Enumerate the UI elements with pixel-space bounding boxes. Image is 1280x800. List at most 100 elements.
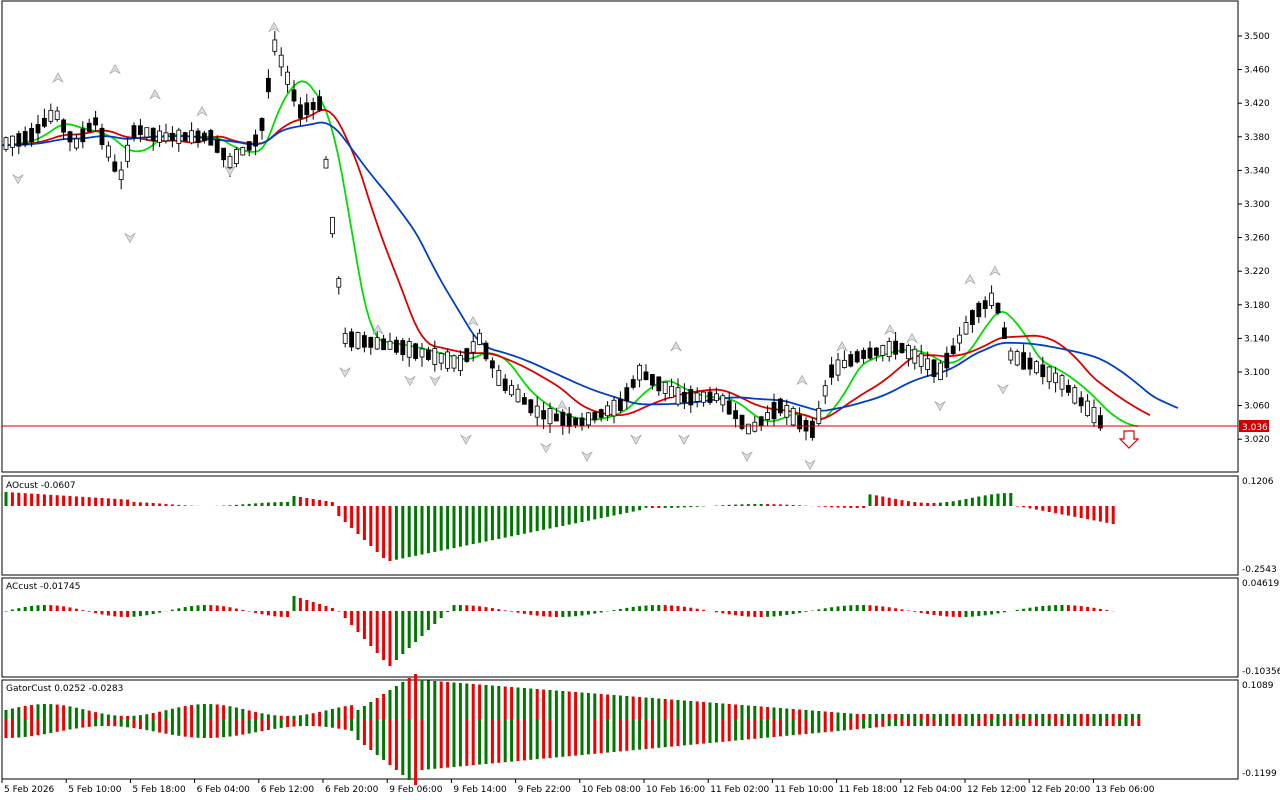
ao-bar — [695, 506, 699, 507]
candle-body — [637, 364, 642, 381]
ao-bar — [36, 494, 40, 506]
ao-bar — [337, 506, 341, 516]
ao-bar — [1022, 506, 1026, 508]
candle-body — [829, 364, 834, 378]
gator-upper-bar — [254, 711, 258, 720]
ao-bar — [791, 504, 795, 506]
price-tick-label: 3.340 — [1244, 166, 1270, 176]
gator-upper-bar — [510, 687, 514, 720]
gator-lower-bar — [567, 720, 571, 757]
ao-bar — [798, 505, 802, 506]
ao-bar — [17, 492, 21, 506]
gator-upper-bar — [87, 710, 91, 720]
ac-bar — [151, 611, 155, 615]
ac-bar — [977, 611, 981, 617]
ac-bar — [778, 611, 782, 616]
gator-lower-bar — [535, 720, 539, 760]
candle-body — [861, 349, 866, 359]
candle-body — [329, 216, 335, 235]
ao-bar — [727, 504, 731, 506]
gator-lower-bar — [1060, 720, 1064, 726]
ac-bar — [1041, 606, 1045, 611]
ac-panel[interactable] — [1, 577, 1239, 678]
gator-lower-bar — [49, 720, 53, 734]
ac-bar — [535, 611, 539, 616]
time-tick-label: 9 Feb 14:00 — [453, 785, 507, 795]
ac-bar — [62, 606, 66, 611]
gator-upper-bar — [1047, 714, 1051, 720]
ao-bar — [612, 506, 616, 516]
gator-lower-bar — [458, 720, 462, 767]
fractal-up-marker — [906, 332, 918, 344]
gator-lower-bar — [842, 720, 846, 731]
ao-bar — [599, 506, 603, 519]
gator-lower-bar — [913, 720, 917, 726]
gator-upper-bar — [926, 714, 930, 720]
gator-upper-bar — [465, 683, 469, 720]
candle-body — [835, 359, 841, 376]
candle-body — [253, 134, 259, 147]
candle-body — [342, 333, 348, 344]
ao-bar — [817, 506, 821, 507]
candle-body — [899, 343, 905, 354]
time-tick-label: 9 Feb 22:00 — [518, 785, 572, 795]
ac-bar — [561, 611, 565, 617]
gator-upper-bar — [996, 714, 1000, 720]
gator-upper-bar — [836, 712, 840, 720]
ac-bar — [478, 606, 482, 611]
ao-bar — [977, 496, 981, 506]
ao-panel[interactable] — [1, 475, 1239, 576]
ac-bar — [631, 606, 635, 611]
ao-bar — [644, 506, 648, 508]
gator-upper-bar — [612, 695, 616, 720]
ao-bar — [318, 500, 322, 506]
ao-bar — [1092, 506, 1096, 521]
ao-bar — [68, 496, 72, 506]
price-tick-label: 3.260 — [1244, 234, 1270, 244]
ao-bar — [932, 502, 936, 506]
gator-upper-bar — [222, 705, 226, 720]
fractal-down-marker — [630, 434, 642, 445]
ac-bar — [650, 605, 654, 611]
gator-lower-bar — [420, 720, 424, 770]
ao-bar — [81, 496, 85, 506]
gator-upper-bar — [759, 706, 763, 720]
ao-bar — [874, 495, 878, 506]
ac-bar — [887, 607, 891, 611]
ac-bar — [132, 611, 136, 617]
ac-bar — [87, 611, 91, 612]
gator-upper-bar — [94, 712, 98, 720]
gator-upper-bar — [292, 715, 296, 720]
ao-bar — [362, 506, 366, 540]
gator-lower-bar — [945, 720, 949, 726]
ac-bar — [945, 611, 949, 617]
gator-lower-bar — [151, 720, 155, 732]
candle-body — [265, 77, 271, 93]
gator-lower-bar — [983, 720, 987, 726]
candle-body — [221, 147, 227, 161]
gator-upper-bar — [407, 678, 411, 720]
gator-upper-bar — [4, 710, 8, 720]
candle-body — [317, 96, 323, 111]
ao-bar — [382, 506, 386, 558]
candle-body — [739, 414, 745, 429]
gator-upper-bar — [17, 707, 21, 720]
ao-bar — [945, 502, 949, 506]
ac-bar — [657, 605, 661, 611]
candle-body — [502, 378, 508, 391]
ao-bar — [452, 506, 456, 548]
candle-body — [208, 130, 214, 146]
fractal-up-marker — [109, 63, 121, 75]
ao-bar — [113, 498, 117, 506]
ao-bar — [330, 502, 334, 506]
ao-bar — [260, 502, 264, 506]
candle-body — [1066, 384, 1071, 393]
ac-bar — [714, 611, 718, 613]
ao-bar — [292, 496, 296, 506]
ao-bar — [1015, 506, 1019, 507]
gator-upper-bar — [388, 690, 392, 720]
candle-body — [3, 137, 9, 150]
candle-body — [496, 370, 502, 386]
gator-upper-bar — [766, 707, 770, 720]
